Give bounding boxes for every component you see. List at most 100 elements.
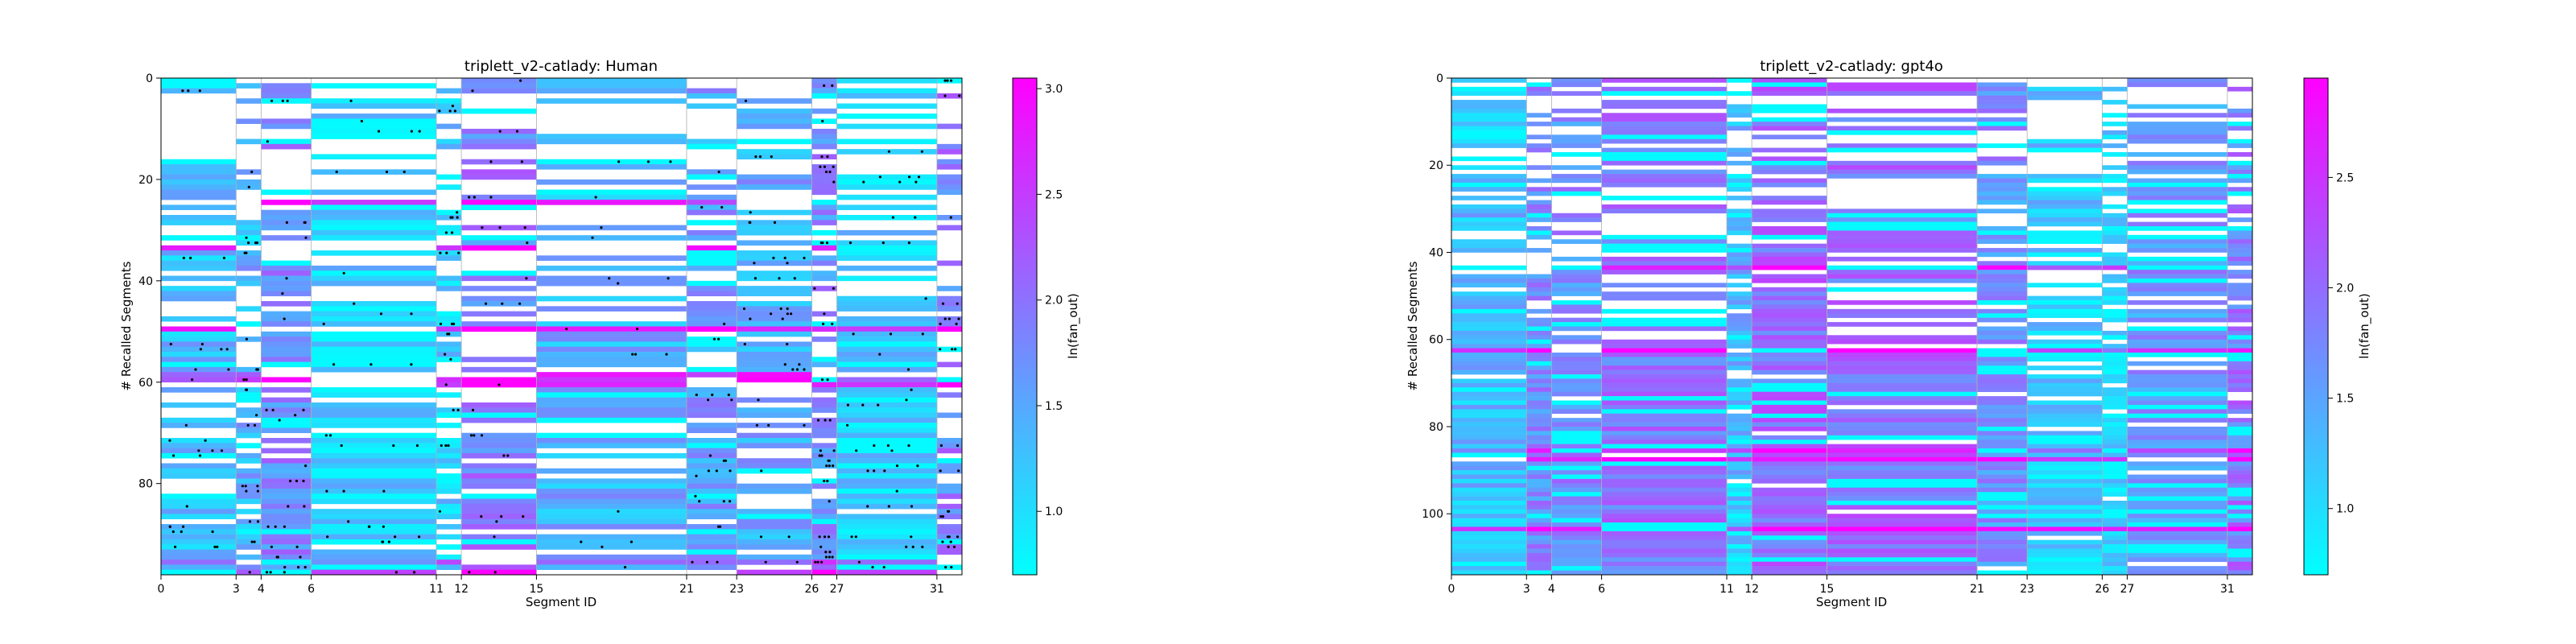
heatmap-cell xyxy=(1451,426,1527,431)
heatmap-cell xyxy=(436,524,462,530)
heatmap-cell xyxy=(1727,196,1752,200)
heatmap-cell xyxy=(1451,308,1527,314)
heatmap-cell xyxy=(1451,522,1527,527)
heatmap-cell xyxy=(1827,361,1978,366)
heatmap-cell xyxy=(2102,548,2128,554)
heatmap-cell xyxy=(2027,304,2103,310)
heatmap-cell xyxy=(1727,561,1752,567)
heatmap-cell xyxy=(1727,382,1752,388)
x-tick-label: 15 xyxy=(1819,583,1834,596)
heatmap-cell xyxy=(1601,196,1728,200)
heatmap-cell xyxy=(536,377,687,383)
heatmap-cell xyxy=(1827,487,1978,493)
heatmap-cell xyxy=(687,336,737,342)
heatmap-cell xyxy=(461,240,537,246)
heatmap-cell xyxy=(2127,256,2228,262)
heatmap-cell xyxy=(811,169,837,175)
heatmap-cell xyxy=(1977,478,2028,484)
heatmap-cell xyxy=(2027,213,2103,218)
heatmap-cell xyxy=(161,83,237,89)
heatmap-cell xyxy=(261,423,312,428)
heatmap-cell xyxy=(737,250,812,256)
heatmap-cell xyxy=(536,255,687,261)
heatmap-cell xyxy=(2127,544,2228,549)
heatmap-cell xyxy=(261,88,312,94)
heatmap-cell xyxy=(2027,200,2103,205)
heatmap-cell xyxy=(436,88,462,94)
data-point-marker xyxy=(385,170,389,174)
data-point-marker xyxy=(471,408,475,411)
heatmap-cell xyxy=(2227,496,2253,502)
data-point-marker xyxy=(824,551,828,554)
heatmap-cell xyxy=(1752,418,1827,423)
heatmap-cell xyxy=(1827,322,1978,327)
heatmap-cell xyxy=(1551,552,1602,558)
heatmap-cell xyxy=(1526,382,1552,388)
heatmap-cell xyxy=(2127,452,2228,458)
heatmap-cell xyxy=(687,143,737,150)
heatmap-cell xyxy=(811,518,837,525)
heatmap-cell xyxy=(2027,221,2103,227)
heatmap-cell xyxy=(1551,526,1602,532)
heatmap-cell xyxy=(811,509,837,514)
heatmap-cell xyxy=(311,220,437,225)
heatmap-cell xyxy=(2227,143,2253,148)
heatmap-cell xyxy=(1752,435,1827,440)
heatmap-cell xyxy=(236,397,262,403)
heatmap-cell xyxy=(1601,283,1728,288)
heatmap-cell xyxy=(536,432,687,439)
heatmap-cell xyxy=(261,534,312,540)
y-tick-label: 60 xyxy=(1429,334,1443,347)
heatmap-cell xyxy=(161,184,237,190)
heatmap-cell xyxy=(161,336,237,342)
heatmap-cell xyxy=(737,149,812,155)
heatmap-cell xyxy=(2227,465,2253,471)
heatmap-cell xyxy=(1727,387,1752,392)
heatmap-cell xyxy=(811,138,837,145)
heatmap-cell xyxy=(1977,335,2028,341)
heatmap-cell xyxy=(2127,500,2228,506)
heatmap-cell xyxy=(836,458,938,464)
heatmap-cell xyxy=(2027,496,2103,502)
heatmap-cell xyxy=(1827,86,1978,92)
heatmap-cell xyxy=(737,468,812,474)
heatmap-cell xyxy=(311,204,437,210)
heatmap-cell xyxy=(1977,126,2028,131)
heatmap-cell xyxy=(1451,557,1527,563)
heatmap-cell xyxy=(1827,265,1978,270)
heatmap-cell xyxy=(811,255,837,261)
data-point-marker xyxy=(369,363,373,366)
data-point-marker xyxy=(828,170,832,174)
heatmap-cell xyxy=(737,559,812,565)
heatmap-cell xyxy=(1526,566,1552,571)
heatmap-cell xyxy=(2227,505,2253,510)
heatmap-cell xyxy=(737,316,812,322)
heatmap-cell xyxy=(436,509,462,514)
heatmap-cell xyxy=(1727,352,1752,357)
heatmap-cell xyxy=(2127,191,2228,196)
heatmap-cell xyxy=(161,564,237,571)
heatmap-cell xyxy=(1451,278,1527,283)
heatmap-cell xyxy=(1727,474,1752,480)
plot-frame xyxy=(160,77,963,576)
data-point-marker xyxy=(958,94,961,97)
heatmap-cell xyxy=(2102,335,2128,341)
data-point-marker xyxy=(347,520,350,523)
heatmap-cell xyxy=(936,529,963,535)
heatmap-cell xyxy=(737,432,812,439)
heatmap-cell xyxy=(311,214,437,221)
heatmap-cell xyxy=(1551,134,1602,140)
data-point-marker xyxy=(950,566,953,569)
heatmap-cell xyxy=(2027,440,2103,444)
data-point-marker xyxy=(451,231,454,234)
heatmap-cell xyxy=(1551,357,1602,362)
heatmap-cell xyxy=(1526,487,1552,493)
heatmap-cell xyxy=(2102,465,2128,471)
heatmap-cell xyxy=(811,174,837,180)
data-point-marker xyxy=(287,505,290,508)
heatmap-cell xyxy=(936,361,963,368)
y-tick-label: 80 xyxy=(1429,421,1443,434)
heatmap-cell xyxy=(1451,226,1527,231)
heatmap-cell xyxy=(161,326,237,332)
data-point-marker xyxy=(939,469,942,473)
